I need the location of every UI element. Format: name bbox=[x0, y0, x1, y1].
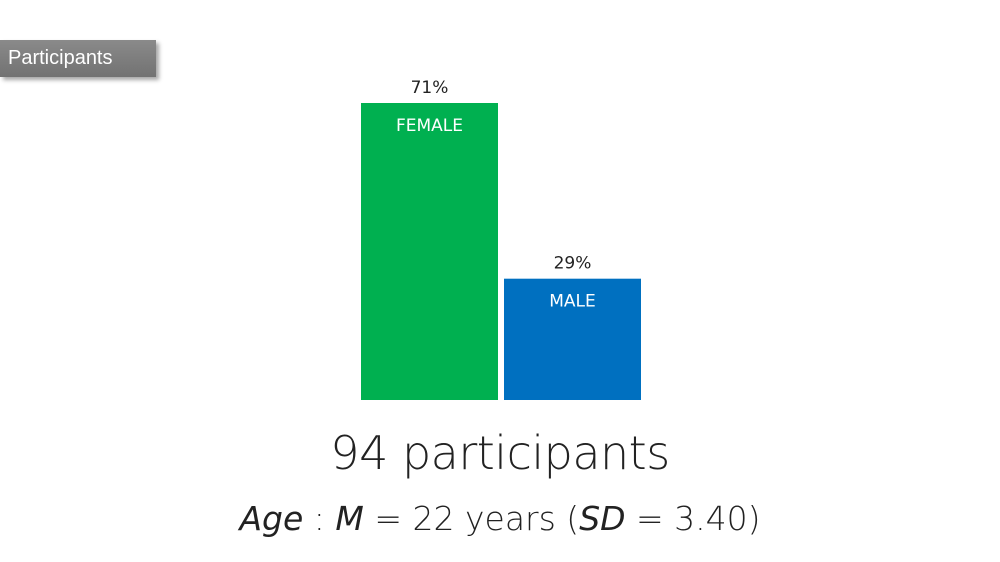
category-label-female: FEMALE bbox=[396, 116, 463, 136]
bar-male bbox=[504, 278, 641, 400]
bar-female bbox=[361, 103, 498, 400]
sd-value: = 3.40) bbox=[625, 499, 761, 538]
value-label-female: 71% bbox=[411, 78, 449, 98]
age-statistics: Age : M = 22 years (SD = 3.40) bbox=[0, 497, 1000, 541]
age-separator: : bbox=[303, 499, 336, 538]
mean-symbol: M bbox=[335, 499, 364, 538]
section-tag: Participants bbox=[0, 40, 156, 77]
age-label: Age bbox=[239, 499, 304, 538]
section-tag-label: Participants bbox=[8, 47, 113, 69]
chart-canvas: 71% FEMALE 29% MALE bbox=[361, 78, 641, 400]
gender-bar-chart: 71% FEMALE 29% MALE bbox=[361, 78, 641, 400]
sd-symbol: SD bbox=[579, 499, 626, 538]
participant-count: 94 participants bbox=[330, 426, 670, 480]
mean-value: = 22 years ( bbox=[363, 499, 580, 538]
category-label-male: MALE bbox=[549, 292, 596, 312]
value-label-male: 29% bbox=[554, 254, 592, 274]
